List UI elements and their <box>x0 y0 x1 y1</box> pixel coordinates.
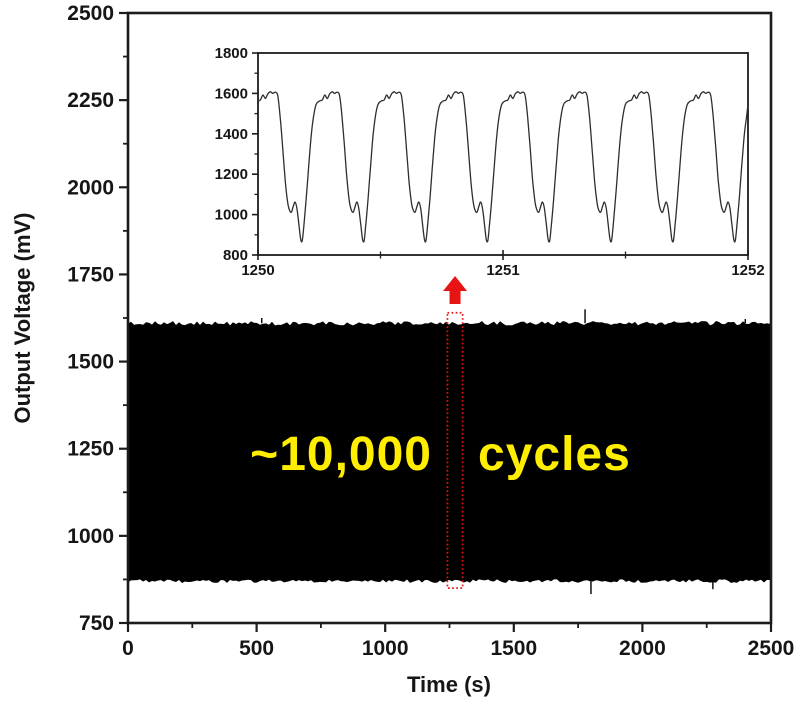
y-tick-label: 750 <box>79 612 114 635</box>
inset-x-tick-label: 1251 <box>486 262 519 279</box>
chart-layers: 750 1000 1250 1500 1750 2000 2250 2500 0 500 1000 1… <box>67 2 794 660</box>
x-tick-label: 1000 <box>362 637 409 660</box>
y-axis-title: Output Voltage (mV) <box>10 212 35 423</box>
inset-x-tick-label: 1250 <box>241 262 274 279</box>
inset-y-tick-label: 800 <box>223 247 248 264</box>
cycles-annotation-number: ~10,000 <box>250 428 432 481</box>
y-tick-label: 2250 <box>67 89 114 112</box>
x-tick-label: 2000 <box>619 637 666 660</box>
inset-x-tick-label: 1252 <box>731 262 764 279</box>
x-tick-label: 1500 <box>490 637 537 660</box>
y-tick-label: 2500 <box>67 2 114 25</box>
y-tick-label: 1500 <box>67 351 114 374</box>
y-tick-label: 1750 <box>67 263 114 286</box>
y-tick-label: 1250 <box>67 438 114 461</box>
x-axis-title: Time (s) <box>407 672 491 697</box>
inset-y-tick-label: 1200 <box>215 166 248 183</box>
inset-y-tick-label: 1600 <box>215 85 248 102</box>
inset-y-tick-label: 1000 <box>215 207 248 224</box>
inset-plot-frame <box>257 52 749 256</box>
zoom-arrow-icon <box>443 276 468 304</box>
inset-y-tick-label: 1800 <box>215 45 248 62</box>
y-tick-label: 1000 <box>67 525 114 548</box>
y-tick-label: 2000 <box>67 176 114 199</box>
cycles-annotation-word: cycles <box>478 428 631 481</box>
inset-y-tick-label: 1400 <box>215 126 248 143</box>
x-tick-label: 2500 <box>748 637 795 660</box>
x-tick-label: 0 <box>122 637 134 660</box>
cycles-band <box>128 321 770 583</box>
inset-waveform <box>257 91 749 243</box>
highlight-dotted-rect <box>446 311 464 589</box>
x-tick-label: 500 <box>239 637 274 660</box>
